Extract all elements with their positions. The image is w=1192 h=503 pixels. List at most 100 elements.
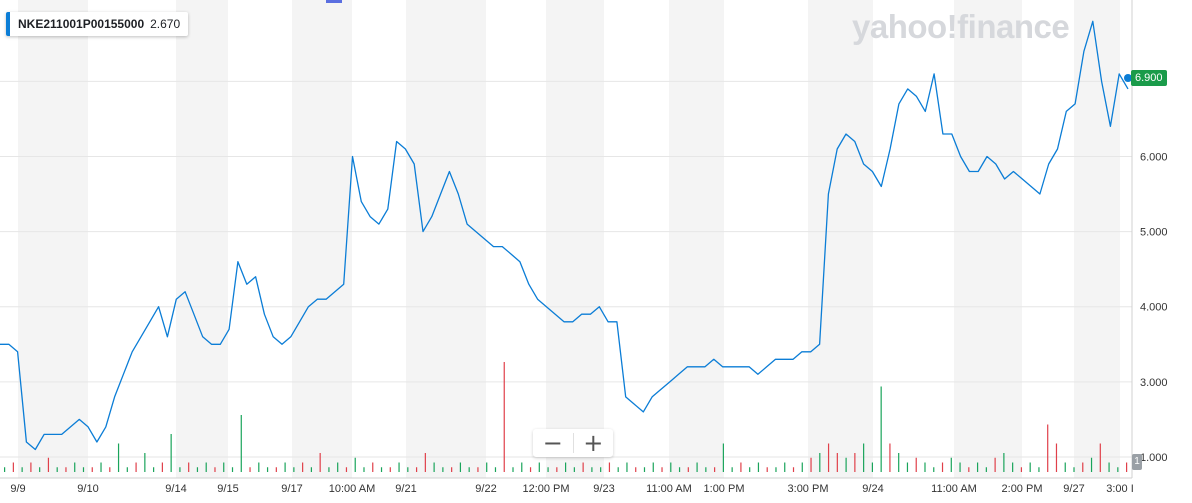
x-tick-label: 2:00 PM xyxy=(1002,483,1043,495)
volume-bar xyxy=(573,467,575,472)
volume-bar xyxy=(293,467,295,472)
volume-bar xyxy=(565,462,567,472)
volume-bar xyxy=(205,462,207,472)
volume-bar xyxy=(985,467,987,472)
volume-bar xyxy=(1047,424,1049,472)
volume-bar xyxy=(731,467,733,472)
x-tick-label: 3:00 PM xyxy=(788,483,829,495)
zoom-out-button[interactable]: − xyxy=(533,429,573,457)
volume-bar xyxy=(380,467,383,472)
x-tick-label: 9/27 xyxy=(1063,483,1084,495)
volume-bars xyxy=(4,362,1128,472)
date-band xyxy=(292,0,352,478)
range-marker xyxy=(326,0,342,3)
x-tick-label: 9/21 xyxy=(395,483,416,495)
volume-bar xyxy=(801,462,803,472)
volume-bar xyxy=(757,462,760,472)
volume-bar xyxy=(836,453,838,472)
volume-bar xyxy=(249,467,251,472)
x-tick-label: 11:00 AM xyxy=(931,483,977,495)
date-bands xyxy=(18,0,1120,478)
volume-bar xyxy=(56,467,58,472)
date-band xyxy=(546,0,604,478)
volume-bar xyxy=(275,467,277,472)
volume-bar xyxy=(503,362,505,472)
volume-bar xyxy=(4,467,6,472)
volume-bar xyxy=(792,467,795,472)
volume-bar xyxy=(126,467,128,472)
y-tick-label: 6.000 xyxy=(1140,151,1168,163)
volume-bar xyxy=(39,467,41,472)
x-tick-label: 9/23 xyxy=(593,483,614,495)
volume-scale-label: 1 xyxy=(1132,454,1142,470)
volume-bar xyxy=(863,443,865,472)
volume-bar xyxy=(223,462,225,472)
volume-bar xyxy=(47,457,50,472)
zoom-controls: − + xyxy=(533,429,613,457)
volume-bar xyxy=(827,443,830,472)
x-tick-label: 9/15 xyxy=(217,483,238,495)
date-band xyxy=(1074,0,1120,478)
volume-bar xyxy=(214,467,216,472)
volume-bar xyxy=(608,462,611,472)
date-band xyxy=(954,0,1022,478)
volume-bar xyxy=(424,453,426,472)
volume-bar xyxy=(1099,443,1101,472)
volume-bar xyxy=(547,467,549,472)
volume-bar xyxy=(363,467,365,472)
volume-bar xyxy=(652,462,654,472)
volume-bar xyxy=(231,467,234,472)
x-tick-label: 11:00 AM xyxy=(646,483,692,495)
volume-bar xyxy=(117,443,120,472)
y-tick-label: 5.000 xyxy=(1140,227,1168,239)
volume-bar xyxy=(1055,443,1058,472)
volume-bar xyxy=(372,462,374,472)
x-tick-label: 3:00 I xyxy=(1106,483,1134,495)
volume-bar xyxy=(1020,467,1023,472)
x-tick-label: 12:00 PM xyxy=(522,483,569,495)
x-tick-label: 9/10 xyxy=(77,483,98,495)
volume-bar xyxy=(468,467,470,472)
volume-bar xyxy=(661,467,663,472)
volume-bar xyxy=(144,453,146,472)
volume-bar xyxy=(345,467,348,472)
volume-bar xyxy=(898,453,900,472)
volume-bar xyxy=(337,462,339,472)
volume-bar xyxy=(976,462,979,472)
symbol-legend[interactable]: NKE211001P00155000 2.670 xyxy=(6,12,189,36)
volume-bar xyxy=(407,467,409,472)
volume-bar xyxy=(240,415,242,472)
x-tick-label: 9/9 xyxy=(10,483,25,495)
date-band xyxy=(18,0,88,478)
volume-bar xyxy=(714,467,716,472)
volume-bar xyxy=(319,453,321,472)
horizontal-gridlines xyxy=(0,0,1133,479)
volume-bar xyxy=(941,462,944,472)
volume-bar xyxy=(678,467,681,472)
volume-bar xyxy=(880,386,882,472)
volume-bar xyxy=(389,467,391,472)
volume-bar xyxy=(959,462,961,472)
date-band xyxy=(669,0,724,478)
volume-bar xyxy=(354,457,356,472)
legend-symbol: NKE211001P00155000 xyxy=(18,17,145,31)
volume-bar xyxy=(775,467,777,472)
volume-bar xyxy=(635,467,637,472)
legend-value: 2.670 xyxy=(150,17,181,31)
volume-bar xyxy=(582,462,584,472)
volume-bar xyxy=(1073,467,1075,472)
volume-bar xyxy=(784,462,786,472)
x-tick-label: 10:00 AM xyxy=(329,483,375,495)
volume-bar xyxy=(670,462,672,472)
volume-bar xyxy=(302,462,304,472)
zoom-in-button[interactable]: + xyxy=(574,429,614,457)
volume-bar xyxy=(1064,462,1066,472)
volume-bar xyxy=(705,467,707,472)
volume-bar xyxy=(924,462,926,472)
price-series-line xyxy=(0,20,1129,451)
y-tick-label: 3.000 xyxy=(1140,377,1168,389)
volume-bar xyxy=(722,443,724,472)
